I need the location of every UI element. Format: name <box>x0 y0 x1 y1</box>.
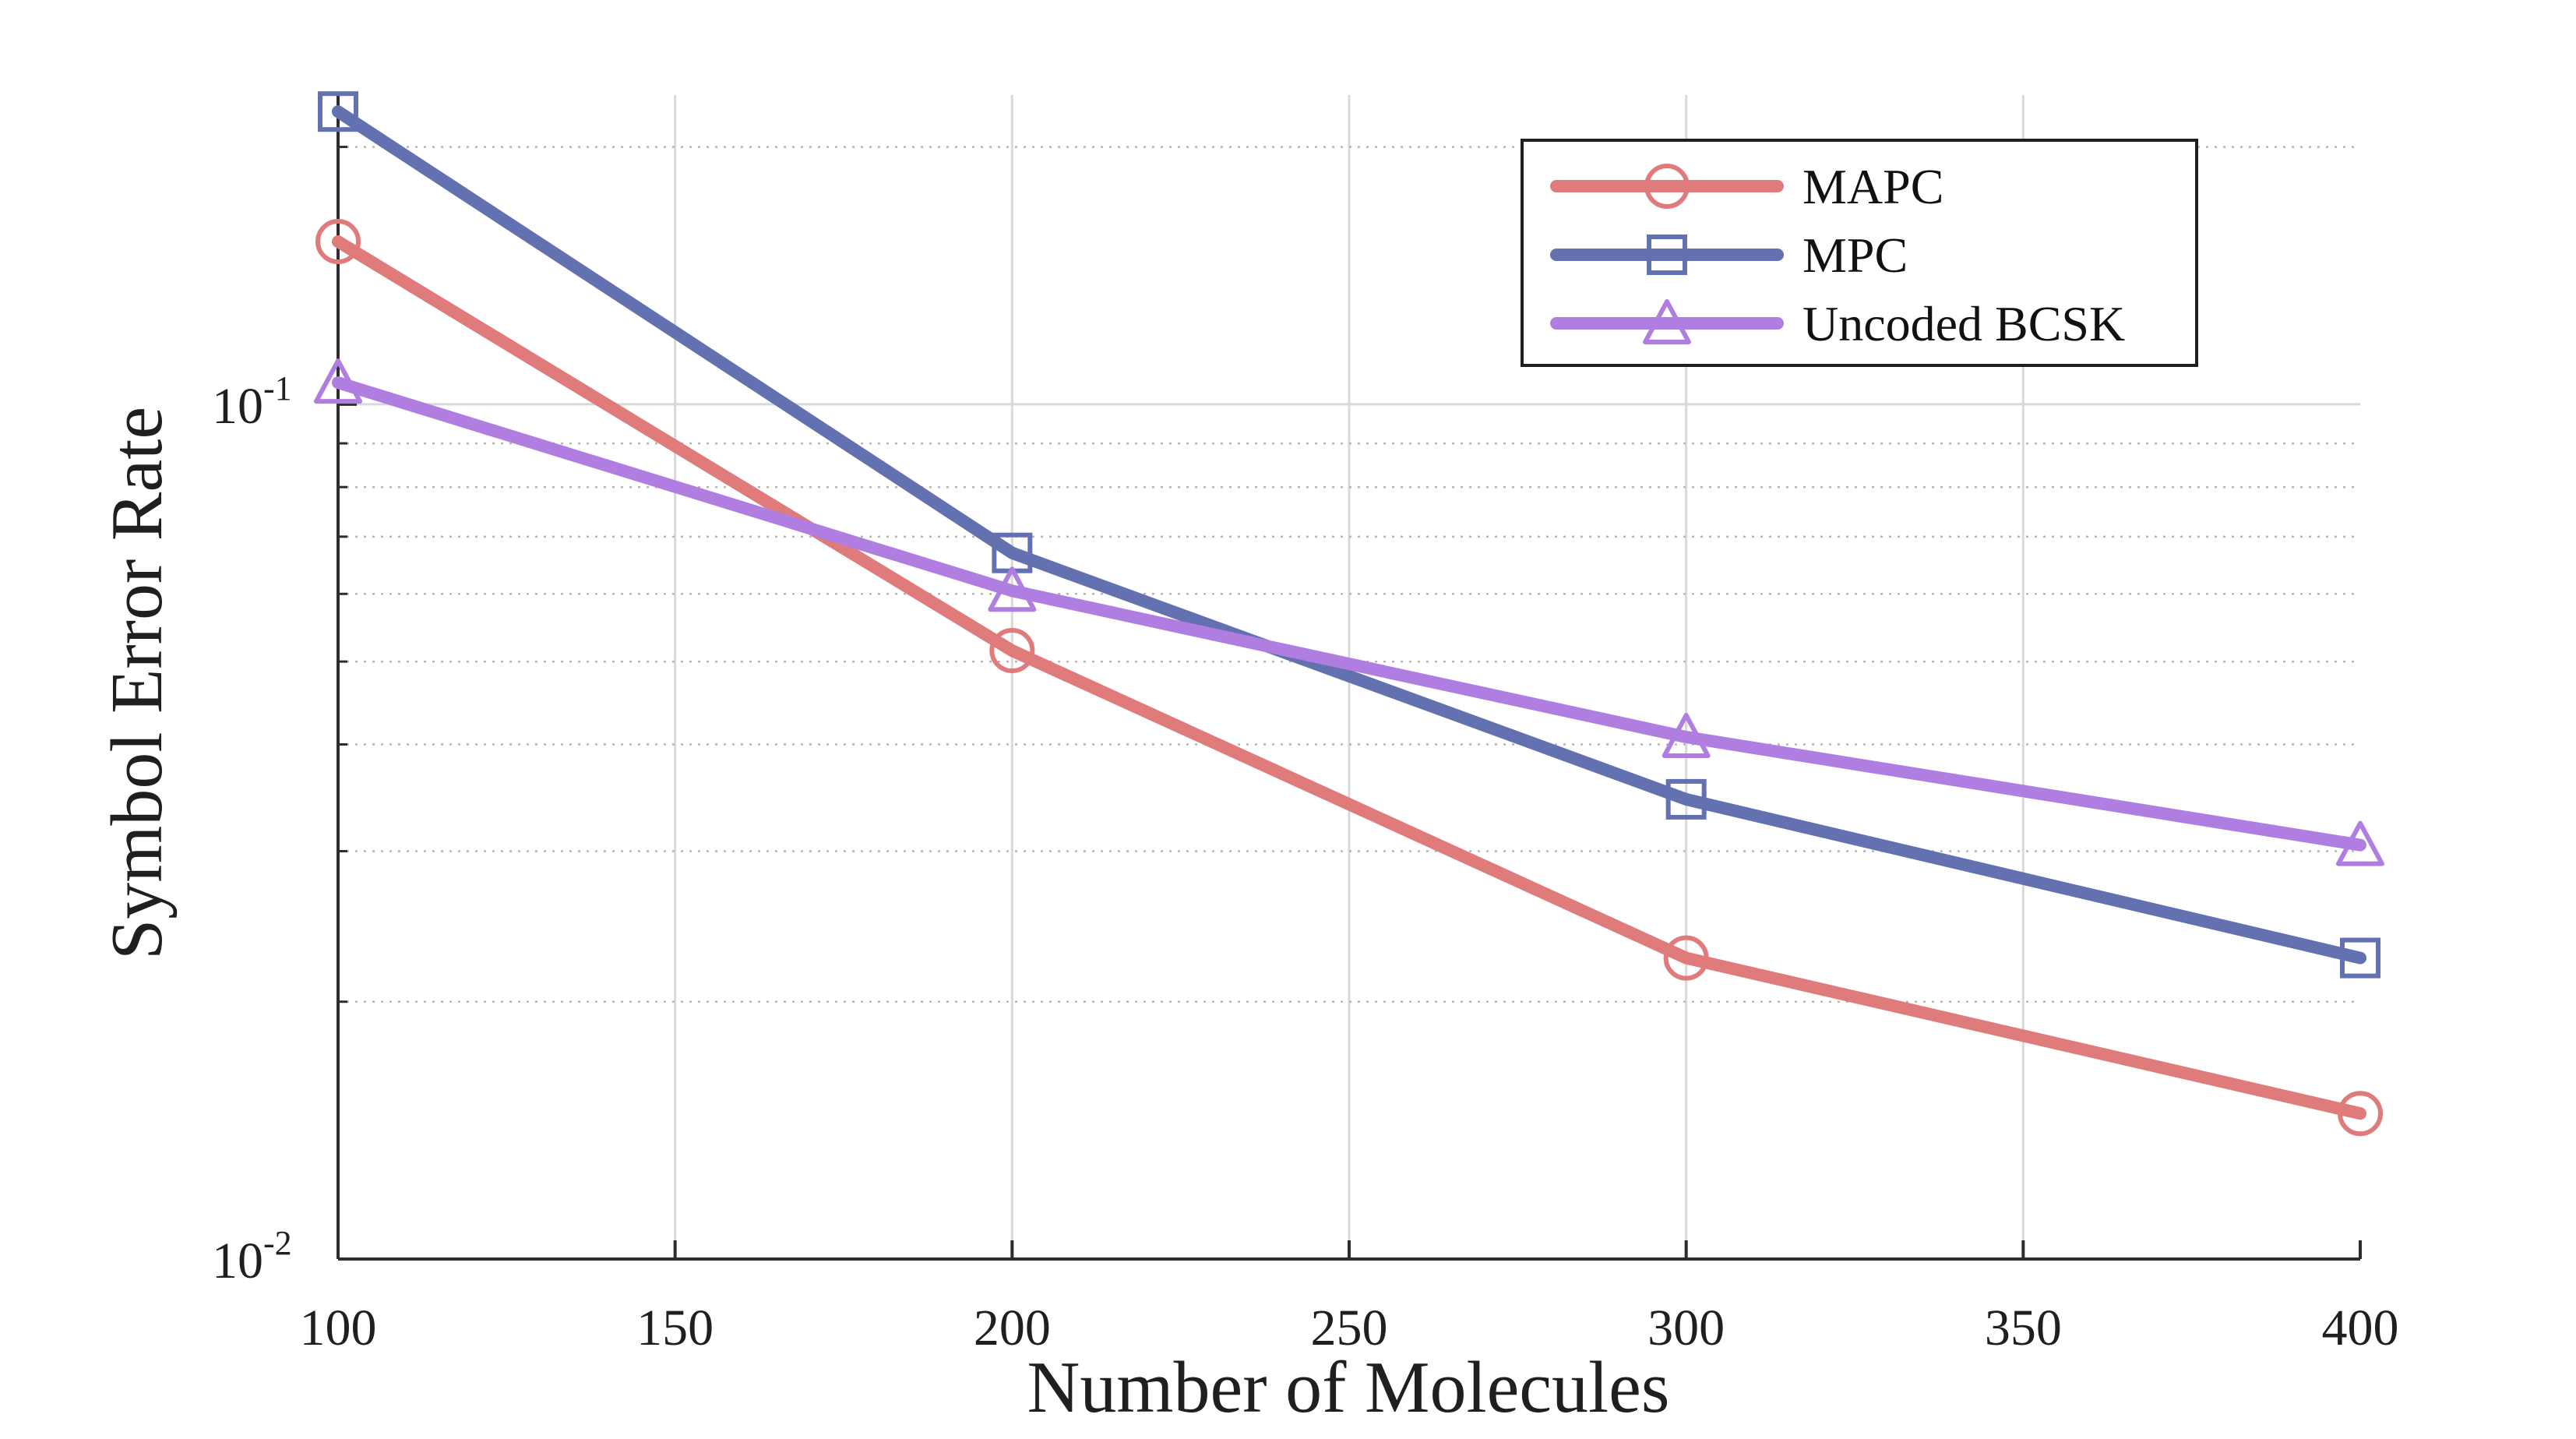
x-tick-label: 200 <box>974 1300 1051 1356</box>
x-axis-title: Number of Molecules <box>1027 1347 1670 1428</box>
legend-square-marker <box>1647 235 1687 275</box>
y-tick-label: 10-2 <box>212 1224 292 1289</box>
data-point-triangle <box>2336 820 2384 866</box>
x-tick-label: 300 <box>1647 1300 1725 1356</box>
data-point-triangle <box>314 358 362 404</box>
series-line <box>332 376 2366 852</box>
series-line <box>332 105 2366 965</box>
data-point-square <box>1665 778 1707 820</box>
legend-label: MPC <box>1802 227 1908 283</box>
legend-circle-marker <box>1644 164 1690 209</box>
x-tick-label: 100 <box>300 1300 377 1356</box>
legend-item-mpc: MPC <box>1550 227 1908 283</box>
data-point-square <box>2340 937 2380 979</box>
legend: MAPC MPC Uncoded BCSK <box>1521 139 2198 367</box>
x-tick-label: 150 <box>636 1300 714 1356</box>
plot-series <box>314 91 2384 1137</box>
x-tick-label: 350 <box>1985 1300 2062 1356</box>
y-axis-title: Symbol Error Rate <box>97 407 178 960</box>
grid <box>338 95 2360 1259</box>
x-tick-label: 250 <box>1311 1300 1388 1356</box>
data-point-triangle <box>1662 713 1711 759</box>
axes <box>337 95 2362 1261</box>
data-point-circle <box>989 628 1035 674</box>
series-line <box>332 235 2366 1120</box>
data-point-square <box>318 91 358 132</box>
tick-labels: 100 150 200 250 300 350 400 10-1 10-2 <box>212 369 2399 1356</box>
series-uncoded-bcsk <box>314 358 2384 866</box>
data-point-circle <box>1663 935 1709 981</box>
y-tick-label: 10-1 <box>212 369 292 435</box>
legend-label: MAPC <box>1802 159 1943 214</box>
legend-label: Uncoded BCSK <box>1802 296 2125 351</box>
x-tick-label: 400 <box>2322 1300 2399 1356</box>
legend-item-mapc: MAPC <box>1550 159 1943 214</box>
legend-item-uncoded-bcsk: Uncoded BCSK <box>1550 296 2125 351</box>
legend-triangle-marker <box>1643 299 1691 344</box>
data-point-circle <box>315 219 361 265</box>
data-point-triangle <box>988 566 1037 612</box>
data-point-circle <box>2338 1091 2383 1137</box>
series-mapc <box>315 219 2383 1137</box>
